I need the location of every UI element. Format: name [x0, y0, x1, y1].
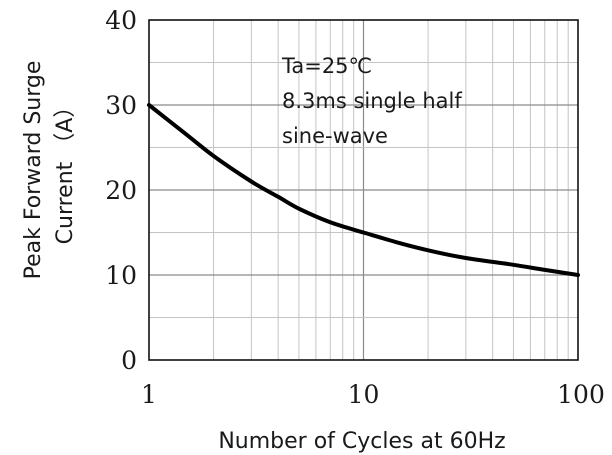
- grid: [149, 20, 578, 360]
- x-tick-label: 1: [141, 380, 157, 409]
- series-group: [147, 103, 580, 277]
- x-axis-label: Number of Cycles at 60Hz: [218, 429, 505, 454]
- y-tick-label: 20: [105, 176, 137, 205]
- y-tick-label: 0: [121, 346, 137, 375]
- y-axis-label-line1: Peak Forward Surge: [21, 61, 46, 280]
- y-tick-label: 40: [105, 6, 137, 35]
- y-tick-label: 10: [105, 261, 137, 290]
- x-tick-label: 10: [348, 380, 380, 409]
- y-tick-label: 30: [105, 91, 137, 120]
- annotation-line-1: Ta=25℃: [281, 54, 372, 78]
- plot-frame: [148, 19, 579, 361]
- tick-labels: 0 10 20 30 40 1 10 100: [105, 6, 605, 409]
- annotation-line-2: 8.3ms single half: [282, 89, 462, 113]
- x-tick-label: 100: [557, 380, 605, 409]
- annotation-line-3: sine-wave: [282, 124, 388, 148]
- y-axis-label-line2: Current （A）: [53, 96, 78, 245]
- series-line: [147, 103, 580, 277]
